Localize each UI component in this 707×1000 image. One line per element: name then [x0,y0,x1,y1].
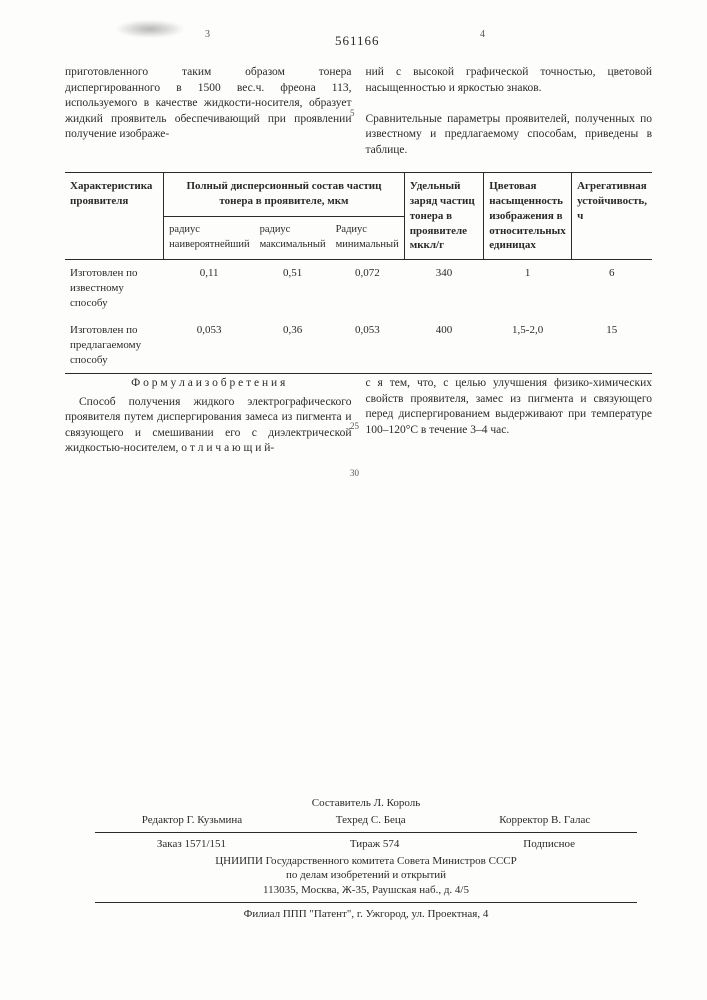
th-saturation: Цветовая насыщенность изображения в отно… [484,173,572,260]
footer-tirage: Тираж 574 [350,837,400,852]
th-dispersion: Полный дисперсионный состав частиц тонер… [164,173,405,217]
th-radius-prob: радиус наивероятнейший [164,217,255,260]
row1-c5: 1 [484,260,572,317]
top-col-right: ний с высокой графической точностью, цве… [366,65,653,158]
th-stability: Агрегативная устойчивость, ч [572,173,652,260]
footer-editor: Редактор Г. Кузьмина [142,813,242,828]
page-num-right: 4 [480,28,485,42]
row1-c4: 340 [404,260,483,317]
row2-c6: 15 [572,317,652,374]
top-col-left: приготовленного таким образом тонера дис… [65,65,352,158]
page-num-left: 3 [205,28,210,42]
row1-r3: 0,072 [331,260,405,317]
footer-org2: по делам изобретений и открытий [95,868,637,883]
document-number: 561166 [335,32,380,50]
footer: Составитель Л. Король Редактор Г. Кузьми… [95,796,637,922]
row2-label: Изготовлен по предлагаемому способу [65,317,164,374]
footer-org1: ЦНИИПИ Государственного комитета Совета … [95,854,637,869]
row2-r1: 0,053 [164,317,255,374]
footer-corrector: Корректор В. Галас [499,813,590,828]
row1-c6: 6 [572,260,652,317]
row2-r3: 0,053 [331,317,405,374]
bottom-left-para: Способ получения жидкого электрографичес… [65,395,352,457]
row1-r2: 0,51 [255,260,331,317]
th-radius-min: Радиус минимальный [331,217,405,260]
footer-sub: Подписное [523,837,575,852]
footer-order: Заказ 1571/151 [157,837,226,852]
patent-page: 3 4 561166 5 25 30 приготовленного таким… [0,0,707,1000]
bottom-right-para: с я тем, что, с целью улучшения физико-х… [366,376,653,438]
top-columns: приготовленного таким образом тонера дис… [65,65,652,158]
comparison-table: Характеристика проявителя Полный дисперс… [65,172,652,374]
row2-c5: 1,5-2,0 [484,317,572,374]
formula-heading: Ф о р м у л а и з о б р е т е н и я [65,376,352,392]
row1-r1: 0,11 [164,260,255,317]
scan-artifact [115,20,185,38]
th-charge: Удельный заряд частиц тонера в проявител… [404,173,483,260]
bottom-col-right: с я тем, что, с целью улучшения физико-х… [366,376,653,457]
line-marker-25: 25 [350,420,359,432]
footer-compiler: Составитель Л. Король [95,796,637,811]
footer-tech: Техред С. Беца [336,813,406,828]
line-marker-5: 5 [350,107,355,119]
bottom-columns: Ф о р м у л а и з о б р е т е н и я Спос… [65,376,652,457]
row2-r2: 0,36 [255,317,331,374]
row1-label: Изготовлен по известному способу [65,260,164,317]
bottom-col-left: Ф о р м у л а и з о б р е т е н и я Спос… [65,376,352,457]
th-radius-max: радиус максимальный [255,217,331,260]
th-characteristic: Характеристика проявителя [65,173,164,260]
row2-c4: 400 [404,317,483,374]
footer-addr2: Филиал ППП "Патент", г. Ужгород, ул. Про… [95,907,637,922]
footer-addr1: 113035, Москва, Ж-35, Раушская наб., д. … [95,883,637,898]
line-marker-30: 30 [350,467,359,479]
table-row: Изготовлен по предлагаемому способу 0,05… [65,317,652,374]
table-row: Изготовлен по известному способу 0,11 0,… [65,260,652,317]
